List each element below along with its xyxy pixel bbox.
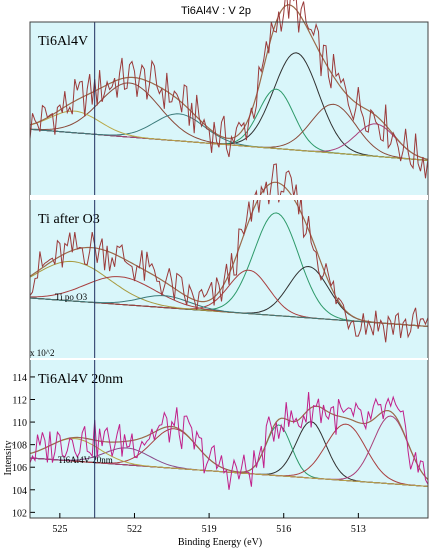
measured-spectrum (29, 0, 429, 179)
panel-background (30, 22, 428, 195)
x-tick-label: 519 (202, 524, 217, 535)
y-multiplier: x 10^2 (30, 348, 54, 358)
panel-ti-after-o3: Ti after O3 Ti po O3 (29, 163, 429, 358)
y-tick-label: 102 (12, 508, 27, 519)
spectrum-annotation: Ti6Al4V 20nm (58, 455, 113, 465)
fit-peak-7 (29, 110, 429, 161)
plot-frame (29, 21, 429, 519)
panel-label: Ti6Al4V (38, 34, 88, 49)
y-tick-label: 106 (12, 463, 27, 474)
panel-label: Ti after O3 (38, 212, 100, 227)
x-tick-label: 516 (276, 524, 291, 535)
x-tick-label: 522 (127, 524, 142, 535)
x-tick-label: 525 (52, 524, 67, 535)
panel-separator (30, 358, 428, 360)
y-tick-label: 104 (12, 486, 27, 497)
measured-spectrum (29, 391, 429, 490)
panel-label: Ti6Al4V 20nm (38, 372, 123, 387)
panel-ti6al4v-20nm: Ti6Al4V 20nm Ti6Al4V 20nm 102 104 106 108 110 1… (12, 348, 429, 519)
spectrum-annotation: Ti po O3 (55, 292, 88, 302)
chart-title: Ti6Al4V : V 2p (181, 5, 251, 17)
fit-envelope (29, 4, 429, 160)
panel-ti6al4v: Ti6Al4V (29, 0, 429, 195)
y-axis-label: Intensity (3, 441, 14, 476)
fit-envelope (29, 181, 429, 327)
y-tick-label: 110 (12, 418, 27, 429)
y-tick-label: 108 (12, 441, 27, 452)
panel-separator (30, 195, 428, 200)
x-tick-label: 513 (351, 524, 366, 535)
y-tick-label: 114 (12, 373, 27, 384)
y-tick-label: 112 (12, 396, 27, 407)
axes-group: 525 522 519 516 513 (29, 21, 429, 535)
measured-spectrum (29, 163, 429, 343)
x-axis-label: Binding Energy (eV) (178, 537, 262, 548)
